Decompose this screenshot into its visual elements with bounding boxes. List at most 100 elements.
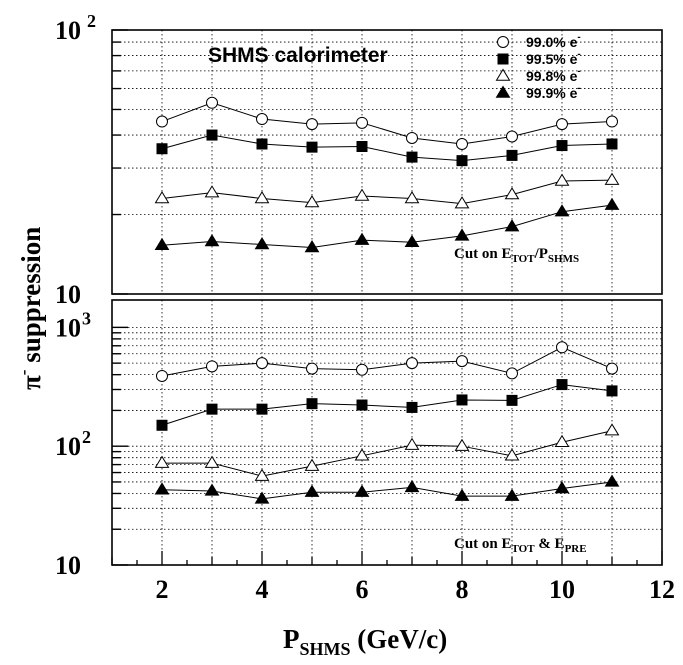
top-plot-frame <box>111 29 663 295</box>
legend-label-1: 99.0% e- <box>526 32 581 50</box>
legend-label-2: 99.5% e- <box>526 49 581 67</box>
bottom-series-3-point <box>604 423 620 436</box>
top-series-3-point <box>304 195 320 208</box>
top-series-2-point <box>406 151 418 163</box>
top-series-2-point <box>506 149 518 161</box>
bottom-series-3-line <box>162 430 613 477</box>
bottom-series-4-line <box>161 481 613 500</box>
bottom-series-3-point <box>304 458 320 471</box>
bottom-series-2-point <box>206 403 218 415</box>
top-y-tick-label: 10 2 <box>55 11 96 45</box>
bottom-series-4-point <box>604 474 620 487</box>
bottom-plot-frame <box>111 299 663 566</box>
top-series-2-point <box>556 140 568 152</box>
y-axis-label: π- suppression <box>14 227 46 390</box>
top-series-4-point <box>454 228 470 241</box>
bottom-series-4-point <box>254 491 270 504</box>
legend-marker-3 <box>495 68 511 81</box>
top-series-1-point <box>406 131 418 144</box>
bottom-series-4-point <box>454 488 470 501</box>
top-series-1-point <box>506 130 518 143</box>
x-tick-label: 10 <box>549 575 575 604</box>
bottom-series-4-point <box>504 488 520 501</box>
top-series-2-point <box>606 138 618 150</box>
top-series-3-point <box>154 191 170 204</box>
bottom-series <box>154 341 620 504</box>
bottom-series-1-line <box>161 346 613 377</box>
top-series-3-point <box>354 188 370 201</box>
x-tick-label: 12 <box>649 575 675 604</box>
legend-label-3: 99.8% e- <box>526 66 581 84</box>
bottom-series-3-point <box>354 448 370 461</box>
legend-marker-4 <box>495 85 511 98</box>
bottom-y-axis: 10 102 103 <box>55 308 128 580</box>
top-series-1-point <box>256 113 268 126</box>
bottom-series-2-point <box>356 399 368 411</box>
top-series-1-line <box>161 102 613 145</box>
x-axis: 2 4 6 8 10 12 <box>111 551 675 604</box>
bottom-series-3-point <box>154 455 170 468</box>
bottom-series-3-point <box>404 437 420 450</box>
top-series-3-point <box>554 173 570 186</box>
legend: 99.0% e-99.5% e-99.8% e-99.9% e- <box>495 32 581 101</box>
bottom-series-1-point <box>256 357 268 370</box>
x-tick-label: 8 <box>456 575 469 604</box>
bottom-series-2-point <box>306 398 318 410</box>
bottom-series-2-point <box>556 379 568 391</box>
top-series-2-point <box>156 143 168 155</box>
bottom-y-tick-label: 102 <box>55 427 91 461</box>
legend-marker-2 <box>497 53 509 65</box>
top-series-4-point <box>204 234 220 247</box>
bottom-series-3-point <box>554 434 570 447</box>
top-series-1-point <box>356 116 368 129</box>
top-series-4-point <box>404 234 420 248</box>
bottom-series-3-point <box>504 448 520 461</box>
top-series-4-point <box>154 237 170 250</box>
bottom-series-1-point <box>506 367 518 380</box>
bottom-series-1-point <box>406 357 418 370</box>
top-series-3-point <box>254 191 270 204</box>
top-series-4-point <box>504 219 520 232</box>
bottom-series-4-point <box>554 481 570 494</box>
top-series-2-line <box>161 134 613 162</box>
top-series-1-point <box>556 118 568 131</box>
bottom-series-1-point <box>556 341 568 354</box>
bottom-series-4-point <box>404 479 420 493</box>
top-cut-annotation: Cut on ETOT/PSHMS <box>454 246 579 265</box>
bottom-series-2-point <box>606 385 618 397</box>
top-y-tick-label: 10 <box>55 280 81 309</box>
bottom-series-1-point <box>606 362 618 375</box>
bottom-grid <box>112 300 662 566</box>
bottom-series-4-point <box>154 482 170 495</box>
bottom-series-1-point <box>156 369 168 382</box>
bottom-series-2-point <box>156 419 168 431</box>
top-series-3-point <box>454 196 470 209</box>
x-tick-label: 4 <box>256 575 269 604</box>
bottom-series-2-point <box>256 403 268 415</box>
top-series-2-point <box>306 141 318 153</box>
top-series-4-point <box>604 197 620 210</box>
top-series-4-point <box>554 204 570 217</box>
bottom-cut-annotation: Cut on ETOT & EPRE <box>454 536 587 555</box>
x-axis-label: PSHMS (GeV/c) <box>283 624 447 659</box>
bottom-series-3-point <box>204 455 220 468</box>
chart-title: SHMS calorimeter <box>208 44 388 67</box>
top-series-2-point <box>456 155 468 167</box>
bottom-series-4-point <box>204 483 220 496</box>
top-series-3-point <box>604 172 620 185</box>
bottom-panel: 10 102 103 Cut on ETOT & EPRE <box>55 299 663 580</box>
top-series <box>154 96 620 253</box>
bottom-series-3-point <box>454 438 470 451</box>
top-y-axis: 10 10 2 <box>55 11 128 309</box>
top-series-3-point <box>504 187 520 200</box>
x-tick-label: 6 <box>356 575 369 604</box>
bottom-series-1-point <box>456 355 468 368</box>
bottom-y-tick-label: 103 <box>55 308 91 342</box>
top-panel: 10 10 2 SHMS calorimeter 99.0% e-99.5% e-9… <box>55 11 663 309</box>
top-series-1-point <box>606 115 618 128</box>
bottom-series-2-point <box>506 394 518 406</box>
top-series-2-point <box>356 141 368 153</box>
top-series-3-point <box>204 185 220 198</box>
legend-marker-1 <box>497 36 509 48</box>
